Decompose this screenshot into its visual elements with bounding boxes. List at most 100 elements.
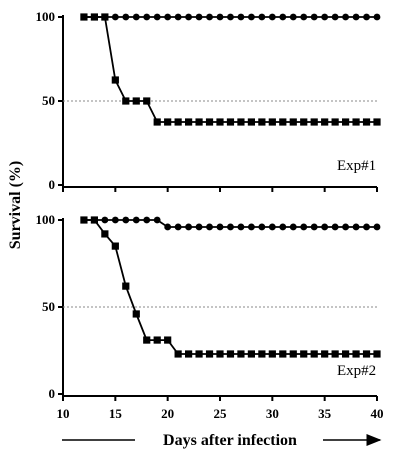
x-tick-label: 25 [214, 406, 228, 421]
circle-data-point [352, 223, 360, 231]
circle-data-point [258, 13, 266, 21]
circle-data-point [373, 223, 381, 231]
y-axis-title: Survival (%) [7, 161, 24, 249]
square-data-point [122, 97, 130, 105]
square-data-point [352, 350, 360, 358]
circle-data-point [300, 223, 308, 231]
circle-data-point [310, 223, 318, 231]
square-data-point [237, 118, 245, 126]
y-tick-label: 0 [49, 177, 56, 192]
circle-data-point [122, 216, 130, 224]
square-data-point [289, 118, 297, 126]
square-data-point [101, 230, 109, 238]
x-tick-label: 10 [57, 406, 70, 421]
square-data-point [258, 350, 266, 358]
circle-data-point [237, 13, 245, 21]
square-data-point [122, 282, 130, 290]
circle-data-point [195, 13, 203, 21]
square-series-line [83, 16, 377, 123]
circle-data-point [227, 223, 234, 231]
square-data-point [216, 350, 224, 358]
square-data-point [310, 118, 318, 126]
square-data-point [289, 350, 297, 358]
circle-data-point [227, 13, 234, 21]
y-tick-label: 100 [36, 9, 56, 24]
circle-data-point [300, 13, 308, 21]
square-data-point [310, 350, 318, 358]
circle-data-point [164, 13, 172, 21]
square-data-point [111, 76, 119, 84]
y-tick-label: 100 [36, 212, 56, 227]
square-data-point [373, 350, 381, 358]
circle-data-point [122, 13, 130, 21]
square-data-point [237, 350, 245, 358]
circle-data-point [310, 13, 318, 21]
square-data-point [174, 118, 182, 126]
square-data-point [268, 350, 276, 358]
square-data-point [164, 336, 172, 344]
square-data-point [111, 242, 119, 250]
x-tick-label: 15 [109, 406, 123, 421]
circle-data-point [216, 223, 224, 231]
circle-data-point [143, 216, 151, 224]
circle-data-point [164, 223, 172, 231]
square-data-point [143, 336, 151, 344]
circle-data-point [132, 216, 140, 224]
x-axis-ticklabels: 10 15 20 25 30 35 40 [57, 406, 384, 421]
square-data-point [205, 350, 214, 358]
circle-data-point [132, 13, 140, 21]
square-data-point [164, 118, 172, 126]
y-tick-label: 50 [42, 93, 55, 108]
square-data-point [195, 118, 203, 126]
square-data-point [132, 97, 140, 105]
square-data-point [195, 350, 203, 358]
circle-data-point [321, 223, 329, 231]
square-data-point [342, 350, 350, 358]
circle-data-point [331, 13, 339, 21]
panel-1-series [80, 13, 381, 126]
circle-data-point [342, 13, 349, 21]
square-data-point [331, 350, 339, 358]
square-data-point [373, 118, 381, 126]
square-data-point [132, 310, 140, 318]
square-data-point [258, 118, 266, 126]
x-axis-title: Days after infection [163, 432, 297, 449]
square-data-point [321, 350, 329, 358]
x-tick-label: 30 [266, 406, 279, 421]
square-data-point [362, 350, 371, 358]
square-data-point [331, 118, 339, 126]
chart-panel-2: 0 50 100 Exp#2 [36, 212, 381, 401]
circle-data-point [279, 13, 287, 21]
square-data-point [143, 97, 151, 105]
circle-data-point [206, 13, 213, 21]
circle-data-point [342, 223, 349, 231]
square-data-point [80, 216, 88, 224]
square-data-point [226, 350, 235, 358]
square-data-point [300, 118, 308, 126]
circle-data-point [268, 223, 276, 231]
x-tick-label: 40 [371, 406, 384, 421]
square-data-point [321, 118, 329, 126]
square-data-point [247, 350, 255, 358]
square-data-point [279, 118, 287, 126]
square-data-point [279, 350, 287, 358]
y-tick-label: 50 [42, 299, 55, 314]
panel-1-axes: 0 50 100 [36, 9, 378, 192]
circle-data-point [143, 13, 151, 21]
circle-data-point [185, 13, 193, 21]
square-data-point [247, 118, 255, 126]
circle-data-point [185, 223, 193, 231]
circle-data-point [268, 13, 276, 21]
square-data-point [185, 350, 193, 358]
circle-data-point [352, 13, 360, 21]
circle-data-point [363, 223, 370, 231]
circle-data-point [248, 223, 255, 231]
square-data-point [90, 216, 98, 224]
circle-data-point [174, 223, 182, 231]
panel-2-axes: 0 50 100 [36, 212, 378, 401]
circle-data-point [289, 13, 297, 21]
square-data-point [216, 118, 224, 126]
circle-data-point [331, 223, 339, 231]
circle-data-point [195, 223, 203, 231]
x-tick-label: 20 [161, 406, 174, 421]
